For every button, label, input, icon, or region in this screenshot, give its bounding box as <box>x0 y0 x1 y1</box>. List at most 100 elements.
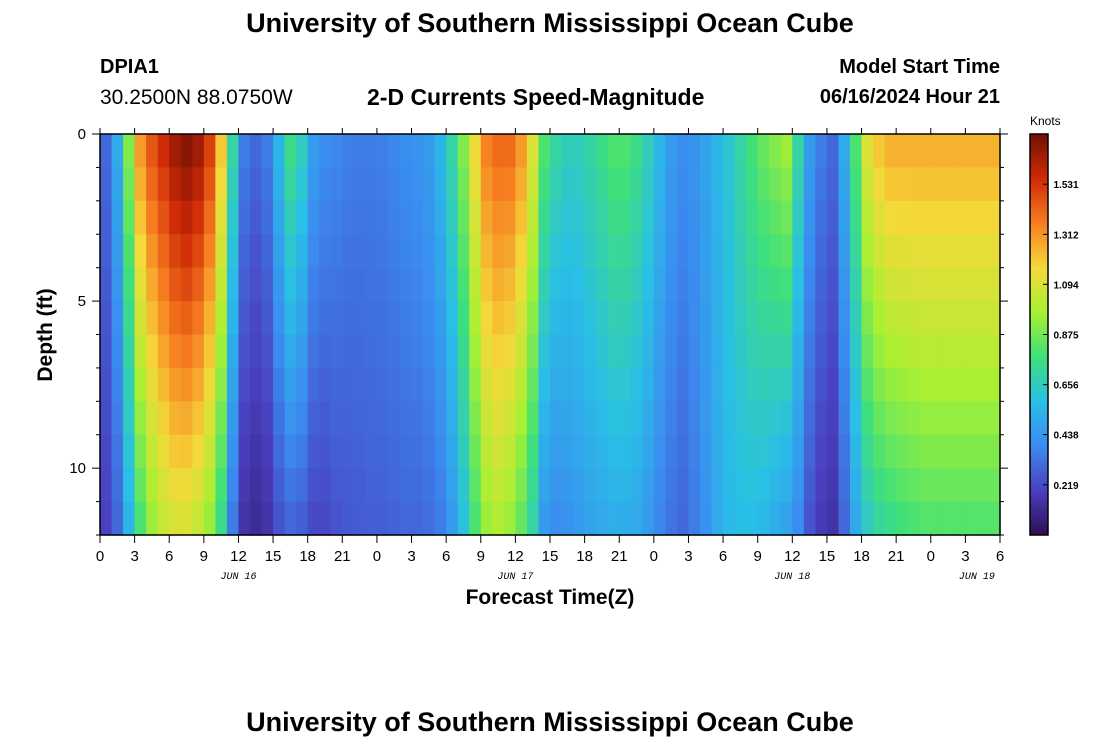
heatmap-cell <box>976 434 990 469</box>
heatmap-cell <box>446 401 459 436</box>
heatmap-cell <box>503 301 516 336</box>
heatmap-cell <box>411 501 424 536</box>
heatmap-cell <box>757 334 770 369</box>
heatmap-cell <box>803 501 816 536</box>
heatmap-cell <box>676 334 690 369</box>
heatmap-cell <box>469 434 482 469</box>
heatmap-cell <box>630 134 643 169</box>
heatmap-cell <box>134 234 147 269</box>
heatmap-cell <box>342 501 355 536</box>
heatmap-cell <box>319 468 332 503</box>
heatmap-cell <box>953 267 966 302</box>
heatmap-cell <box>976 501 990 536</box>
heatmap-cell <box>907 367 920 402</box>
heatmap-cell <box>607 200 620 235</box>
heatmap-cell <box>988 434 1001 469</box>
heatmap-cell <box>838 167 851 202</box>
heatmap-cell <box>884 501 897 536</box>
heatmap-cell <box>584 501 597 536</box>
heatmap-cell <box>780 301 793 336</box>
heatmap-cell <box>861 267 874 302</box>
x-tick-label: 18 <box>576 548 593 565</box>
heatmap-cell <box>353 200 366 235</box>
heatmap-cell <box>146 234 159 269</box>
heatmap-cell <box>376 468 390 503</box>
heatmap-cell <box>111 367 124 402</box>
heatmap-cell <box>469 401 482 436</box>
heatmap-cell <box>826 434 840 469</box>
heatmap-cell <box>653 234 666 269</box>
heatmap-cell <box>273 200 286 235</box>
heatmap-cell <box>365 434 378 469</box>
heatmap-cell <box>619 301 632 336</box>
heatmap-cell <box>353 367 366 402</box>
heatmap-cell <box>584 234 597 269</box>
heatmap-cell <box>134 434 147 469</box>
heatmap-cell <box>319 301 332 336</box>
heatmap-cell <box>976 367 990 402</box>
heatmap-cell <box>665 501 678 536</box>
heatmap-cell <box>780 434 793 469</box>
heatmap-cell <box>919 334 932 369</box>
heatmap-cell <box>192 267 205 302</box>
heatmap-cell <box>850 267 863 302</box>
heatmap-cell <box>457 501 470 536</box>
heatmap-cell <box>296 334 309 369</box>
heatmap-cell <box>388 301 401 336</box>
heatmap-cell <box>353 434 366 469</box>
heatmap-cell <box>688 167 701 202</box>
heatmap-cell <box>342 334 355 369</box>
x-tick-label: 9 <box>754 548 762 565</box>
heatmap-cell <box>492 200 505 235</box>
heatmap-cell <box>388 200 401 235</box>
heatmap-cell <box>573 334 586 369</box>
heatmap-cell <box>953 167 966 202</box>
heatmap-cell <box>665 468 678 503</box>
heatmap-cell <box>873 134 886 169</box>
heatmap-cell <box>134 501 147 536</box>
heatmap-cell <box>503 200 516 235</box>
heatmap-cell <box>515 401 528 436</box>
heatmap-cell <box>238 501 251 536</box>
heatmap-cell <box>180 468 193 503</box>
heatmap-cell <box>930 434 943 469</box>
heatmap-cell <box>561 267 574 302</box>
heatmap-cell <box>907 267 920 302</box>
heatmap-cell <box>480 434 493 469</box>
heatmap-cell <box>273 468 286 503</box>
heatmap-cell <box>919 200 932 235</box>
heatmap-cell <box>180 167 193 202</box>
heatmap-cell <box>296 401 309 436</box>
heatmap-cell <box>746 301 759 336</box>
heatmap-cell <box>607 367 620 402</box>
heatmap-cell <box>238 468 251 503</box>
heatmap-cell <box>215 200 228 235</box>
heatmap-cell <box>180 267 193 302</box>
heatmap-cell <box>261 267 274 302</box>
heatmap-cell <box>780 167 793 202</box>
heatmap-cell <box>711 434 724 469</box>
heatmap-cell <box>526 301 540 336</box>
heatmap-cell <box>365 401 378 436</box>
heatmap-cell <box>261 134 274 169</box>
heatmap-cell <box>284 501 297 536</box>
heatmap-cell <box>157 200 170 235</box>
heatmap-cell <box>780 401 793 436</box>
heatmap-cell <box>100 167 113 202</box>
heatmap-cell <box>434 501 447 536</box>
heatmap-cell <box>446 234 459 269</box>
heatmap-cell <box>550 234 563 269</box>
heatmap-cell <box>792 167 805 202</box>
heatmap-cell <box>942 267 955 302</box>
colorbar-tick-label: 0.219 <box>1053 481 1078 492</box>
heatmap-cell <box>700 501 713 536</box>
heatmap-cell <box>723 200 736 235</box>
heatmap-cell <box>792 234 805 269</box>
heatmap-cell <box>850 334 863 369</box>
heatmap-cell <box>838 134 851 169</box>
heatmap-cell <box>676 367 690 402</box>
heatmap-cell <box>826 234 840 269</box>
heatmap-cell <box>953 134 966 169</box>
heatmap-cell <box>953 501 966 536</box>
heatmap-cell <box>965 334 978 369</box>
